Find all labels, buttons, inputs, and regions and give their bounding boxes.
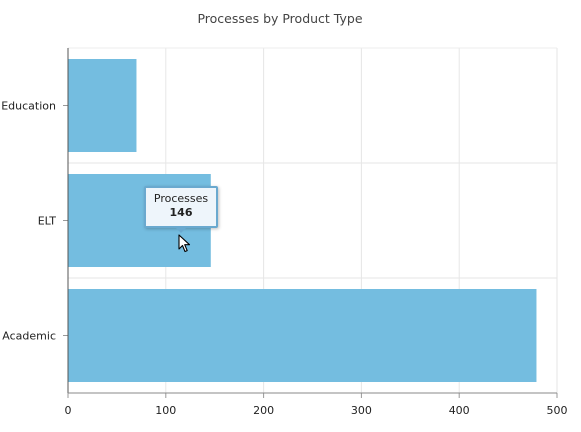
- y-tick-label: Academic: [2, 330, 56, 343]
- x-tick-label: 100: [155, 404, 176, 417]
- axis-layer: 0 100 200 300 400 500 Education ELT Academic: [1, 48, 568, 417]
- bar[interactable]: [68, 289, 537, 382]
- bar-layer: [68, 59, 537, 382]
- bar-tooltip: Processes 146: [144, 186, 218, 233]
- x-tick-label: 500: [547, 404, 568, 417]
- chart-title: Processes by Product Type: [197, 11, 363, 26]
- x-tick-label: 300: [351, 404, 372, 417]
- x-tick-label: 0: [65, 404, 72, 417]
- x-tick-label: 200: [253, 404, 274, 417]
- tooltip-series-name: Processes: [153, 192, 209, 205]
- bar[interactable]: [68, 59, 137, 152]
- y-tick-label: Education: [1, 100, 56, 113]
- x-tick-label: 400: [449, 404, 470, 417]
- mouse-pointer-icon: [178, 234, 191, 253]
- tooltip-value: 146: [169, 206, 193, 219]
- tooltip-arrow: [175, 227, 187, 233]
- y-tick-label: ELT: [38, 215, 57, 228]
